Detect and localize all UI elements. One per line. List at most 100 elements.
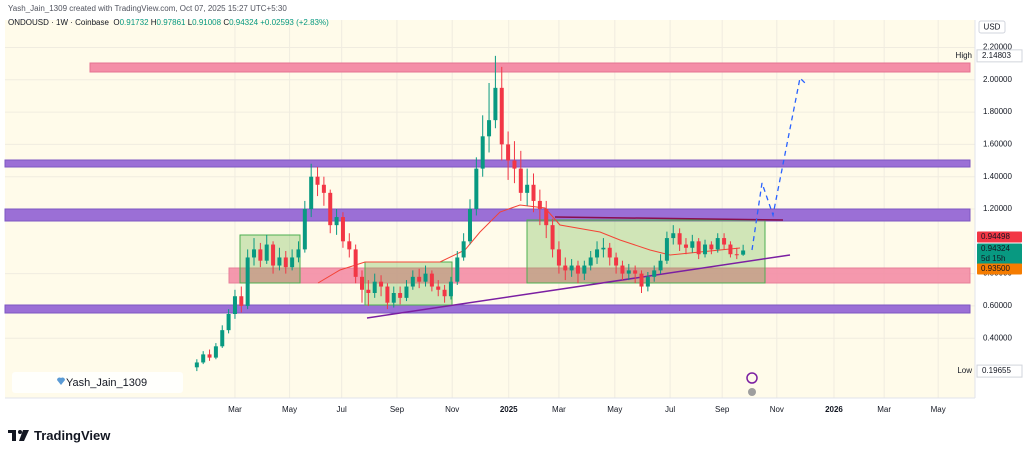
candle-body (626, 270, 631, 274)
candle-body (271, 244, 276, 266)
currency-box (978, 20, 1006, 34)
candle-body (531, 184, 536, 201)
price-tag (977, 231, 1022, 243)
extreme-label: High (956, 51, 972, 60)
candle-body (614, 257, 619, 266)
candle-body (645, 276, 650, 287)
candle-body (620, 265, 625, 274)
icon (746, 372, 758, 384)
candle-body (512, 160, 517, 169)
candle-body (417, 276, 422, 282)
candle-body (474, 168, 479, 209)
candle-body (245, 257, 250, 306)
candle-body (296, 249, 301, 258)
level-zone (4, 304, 971, 314)
branding: TradingView (8, 428, 110, 443)
candle-body (518, 168, 523, 193)
candle-body (575, 265, 580, 274)
candle-body (652, 270, 657, 277)
candle-body (328, 192, 333, 226)
candle-body (506, 144, 511, 161)
candle-body (252, 249, 257, 258)
candle-body (404, 286, 409, 298)
trendline (366, 254, 791, 319)
candle-body (480, 136, 485, 169)
candle-body (487, 120, 492, 137)
candle-body (290, 257, 295, 268)
candle-body (569, 265, 574, 271)
range-box (364, 261, 453, 306)
candle-body (455, 257, 460, 282)
candle-body (360, 276, 365, 290)
y-tick-label: 1.80000 (983, 107, 1012, 116)
x-tick-label: Mar (877, 405, 891, 414)
candle-body (321, 184, 326, 193)
resistance-zone (89, 62, 971, 73)
candle-body (595, 249, 600, 258)
candle-body (436, 286, 441, 290)
price-tag-label: 0.93500 (981, 264, 1010, 273)
candle-body (277, 257, 282, 266)
x-tick-label: 2026 (825, 405, 843, 414)
candle-body (347, 241, 352, 250)
axis: 0.400000.600000.800001.200001.400001.600… (228, 43, 1023, 414)
candle-body (588, 257, 593, 266)
ohlc-value: 0.94324 (229, 18, 259, 27)
heart (57, 377, 65, 385)
candle-body (442, 289, 447, 297)
candles (194, 55, 746, 372)
candle-body (703, 244, 708, 255)
ohlc-value: 0.91732 (119, 18, 149, 27)
level-zone (4, 208, 971, 222)
x-tick-label: Sep (390, 405, 405, 414)
credit: Yash_Jain_1309 created with TradingView.… (8, 4, 287, 13)
y-tick-label: 0.60000 (983, 301, 1012, 310)
candle-body (493, 87, 498, 121)
countdown: 5d 15h (981, 254, 1005, 263)
icon (748, 388, 756, 396)
trendline (554, 216, 784, 221)
candle-body (461, 241, 466, 258)
candle-body (563, 265, 568, 271)
candle-body (639, 273, 644, 287)
x-tick-label: 2025 (500, 405, 518, 414)
candle-body (658, 260, 663, 271)
candle-body (601, 247, 606, 250)
ohlc-prefix: O (113, 18, 120, 27)
candle-body (550, 225, 555, 250)
y-tick-label: 0.40000 (983, 333, 1012, 342)
candle-body (239, 296, 244, 306)
y-tick-label: 1.60000 (983, 139, 1012, 148)
candle-body (302, 209, 307, 250)
candle-body (544, 209, 549, 226)
candle-body (340, 217, 345, 242)
candle-body (220, 330, 225, 347)
candle-body (709, 244, 714, 250)
candle-body (194, 362, 199, 368)
candle-body (556, 249, 561, 266)
candle-body (315, 176, 320, 185)
range-box (239, 234, 301, 284)
candle-body (741, 250, 746, 255)
ohlc-value: 0.91008 (192, 18, 222, 27)
candle-body (683, 244, 688, 248)
candle-body (429, 273, 434, 287)
watermark-box (12, 372, 183, 393)
extreme-label: Low (957, 366, 972, 375)
candle-body (633, 270, 638, 274)
candle-body (467, 209, 472, 242)
watermark: Yash_Jain_1309 (66, 377, 147, 389)
candle-body (309, 176, 314, 209)
candle-body (499, 87, 504, 145)
candle-body (207, 354, 212, 358)
y-tick-label: 1.40000 (983, 172, 1012, 181)
extreme-value: 2.14803 (982, 51, 1011, 60)
candle-body (728, 244, 733, 255)
candle-body (715, 238, 720, 250)
candle-body (264, 244, 269, 261)
candle-body (366, 289, 371, 293)
candle-body (353, 249, 358, 277)
candle-body (385, 286, 390, 303)
candle-body (671, 233, 676, 239)
